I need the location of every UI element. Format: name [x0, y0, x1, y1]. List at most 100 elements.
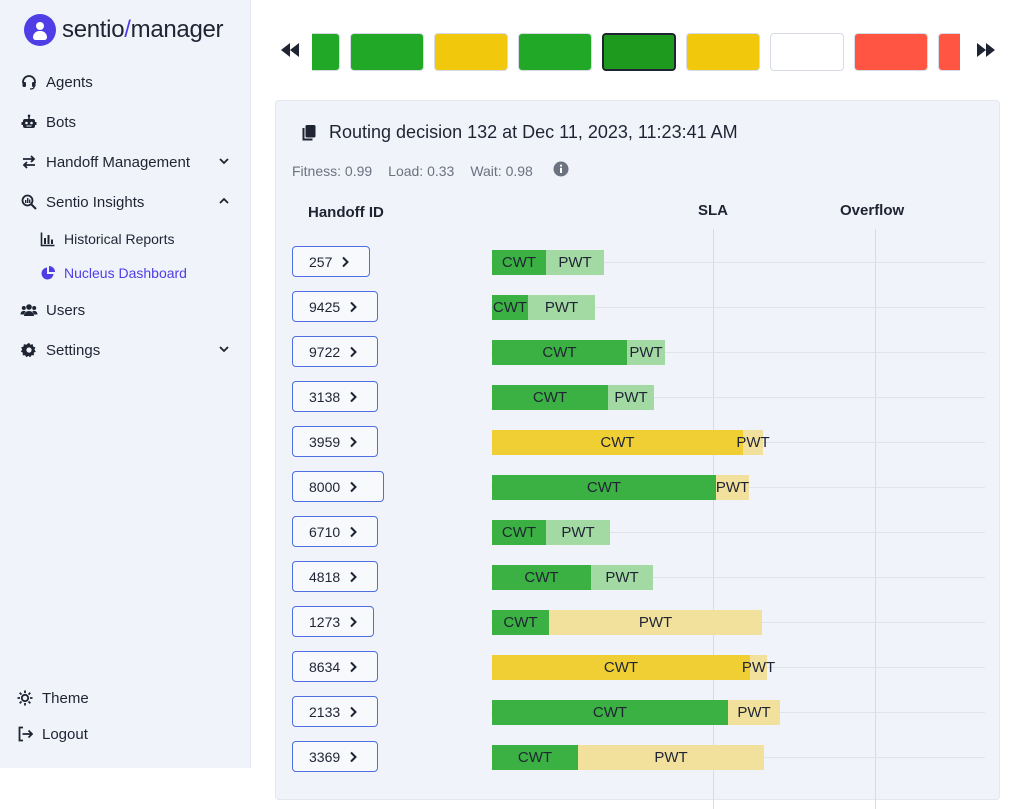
sidebar-item-label: Sentio Insights	[46, 193, 145, 211]
handoff-id-button[interactable]: 3369	[292, 741, 378, 772]
timeline-swatch[interactable]	[686, 33, 760, 71]
row-divider	[491, 577, 985, 578]
chevron-right-icon	[348, 571, 358, 583]
sidebar-item-bots[interactable]: Bots	[20, 108, 232, 136]
pwt-bar: PWT	[591, 565, 653, 590]
timeline-swatch[interactable]	[938, 33, 960, 71]
handoff-id-button[interactable]: 9425	[292, 291, 378, 322]
handoff-id-button[interactable]: 1273	[292, 606, 374, 637]
logo-icon	[24, 14, 56, 46]
table-row: 3369 CWT PWT	[276, 737, 1001, 782]
handoff-id-header: Handoff ID	[308, 204, 384, 221]
chevron-right-icon	[340, 256, 350, 268]
handoff-id-label: 4818	[309, 568, 341, 585]
pwt-bar: PWT	[528, 295, 595, 320]
cwt-bar: CWT	[492, 520, 546, 545]
sidebar-item-sentio-insights[interactable]: Sentio Insights	[20, 188, 232, 216]
row-divider	[491, 532, 985, 533]
sidebar-item-label: Bots	[46, 113, 77, 131]
chevron-right-icon	[348, 751, 358, 763]
cwt-bar: CWT	[492, 340, 627, 365]
chevron-right-icon	[348, 301, 358, 313]
timeline-swatch[interactable]	[350, 33, 424, 71]
fast-forward-icon	[975, 42, 997, 63]
timeline-swatch[interactable]	[854, 33, 928, 71]
cwt-bar: CWT	[492, 700, 728, 725]
handoff-id-button[interactable]: 257	[292, 246, 370, 277]
handoff-id-button[interactable]: 2133	[292, 696, 378, 727]
gear-icon	[20, 341, 38, 359]
table-row: 1273 CWT PWT	[276, 602, 1001, 647]
table-row: 9722 CWT PWT	[276, 332, 1001, 377]
sidebar-subitem-historical-reports[interactable]: Historical Reports	[40, 227, 174, 251]
logout-icon	[16, 725, 34, 743]
table-row: 3959 CWT PWT	[276, 422, 1001, 467]
row-divider	[491, 307, 985, 308]
theme-toggle[interactable]: Theme	[16, 684, 228, 712]
cwt-bar: CWT	[492, 565, 591, 590]
handoff-id-label: 8000	[309, 478, 341, 495]
handoff-id-button[interactable]: 4818	[292, 561, 378, 592]
pwt-bar: PWT	[546, 250, 604, 275]
load-metric: Load: 0.33	[388, 162, 455, 179]
handoff-id-button[interactable]: 6710	[292, 516, 378, 547]
handoff-id-button[interactable]: 3959	[292, 426, 378, 457]
chevron-up-icon	[218, 194, 230, 211]
app-logo[interactable]: sentio/manager	[24, 14, 224, 46]
sla-header: SLA	[698, 202, 728, 219]
handoff-id-label: 3959	[309, 433, 341, 450]
pwt-bar: PWT	[608, 385, 654, 410]
timeline-swatch[interactable]	[434, 33, 508, 71]
pwt-bar: PWT	[742, 655, 775, 680]
handoff-id-label: 8634	[309, 658, 341, 675]
chevron-right-icon	[348, 346, 358, 358]
handoff-id-button[interactable]: 9722	[292, 336, 378, 367]
robot-icon	[20, 113, 38, 131]
handoff-id-label: 1273	[309, 613, 341, 630]
table-row: 4818 CWT PWT	[276, 557, 1001, 602]
wait-metric: Wait: 0.98	[470, 162, 533, 179]
pwt-bar: PWT	[546, 520, 610, 545]
sidebar-item-label: Settings	[46, 341, 101, 359]
copy-icon[interactable]	[301, 124, 319, 142]
cwt-bar: CWT	[492, 655, 750, 680]
bar-chart-icon	[40, 231, 56, 247]
headset-icon	[20, 73, 38, 91]
chevron-right-icon	[348, 526, 358, 538]
overflow-header: Overflow	[840, 202, 905, 219]
pwt-bar: PWT	[736, 430, 770, 455]
sidebar-item-label: Agents	[46, 73, 93, 91]
timeline-swatch[interactable]	[602, 33, 676, 71]
table-row: 6710 CWT PWT	[276, 512, 1001, 557]
table-row: 9425 CWT PWT	[276, 287, 1001, 332]
theme-label: Theme	[42, 689, 89, 707]
fast-forward-button[interactable]	[974, 40, 998, 64]
cwt-bar: CWT	[492, 475, 716, 500]
handoff-id-button[interactable]: 3138	[292, 381, 378, 412]
sidebar-item-users[interactable]: Users	[20, 296, 232, 324]
cwt-bar: CWT	[492, 610, 549, 635]
chevron-right-icon	[348, 481, 358, 493]
timeline-swatch[interactable]	[312, 33, 340, 71]
logout-button[interactable]: Logout	[16, 720, 228, 748]
timeline-swatch[interactable]	[770, 33, 844, 71]
handoff-id-label: 9722	[309, 343, 341, 360]
card-title-text: Routing decision 132 at Dec 11, 2023, 11…	[329, 122, 738, 142]
handoff-id-label: 257	[309, 253, 333, 270]
fitness-metric: Fitness: 0.99	[292, 162, 373, 179]
sidebar-item-settings[interactable]: Settings	[20, 336, 232, 364]
handoff-id-button[interactable]: 8634	[292, 651, 378, 682]
sidebar-item-handoff-management[interactable]: Handoff Management	[20, 148, 232, 176]
sidebar-item-agents[interactable]: Agents	[20, 68, 232, 96]
timeline-swatch[interactable]	[518, 33, 592, 71]
row-divider	[491, 262, 985, 263]
search-chart-icon	[20, 193, 38, 211]
sun-icon	[16, 689, 34, 707]
handoff-id-button[interactable]: 8000	[292, 471, 384, 502]
cwt-bar: CWT	[492, 745, 578, 770]
cwt-bar: CWT	[492, 430, 743, 455]
chevron-down-icon	[218, 342, 230, 359]
rewind-button[interactable]	[278, 40, 302, 64]
info-icon[interactable]	[553, 161, 569, 180]
sidebar-subitem-nucleus-dashboard[interactable]: Nucleus Dashboard	[40, 261, 187, 285]
